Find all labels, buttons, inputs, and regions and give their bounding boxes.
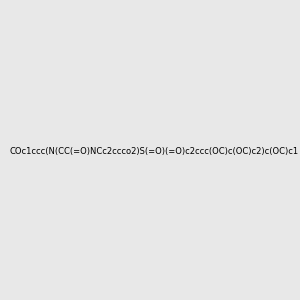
Text: COc1ccc(N(CC(=O)NCc2ccco2)S(=O)(=O)c2ccc(OC)c(OC)c2)c(OC)c1: COc1ccc(N(CC(=O)NCc2ccco2)S(=O)(=O)c2ccc… <box>9 147 298 156</box>
